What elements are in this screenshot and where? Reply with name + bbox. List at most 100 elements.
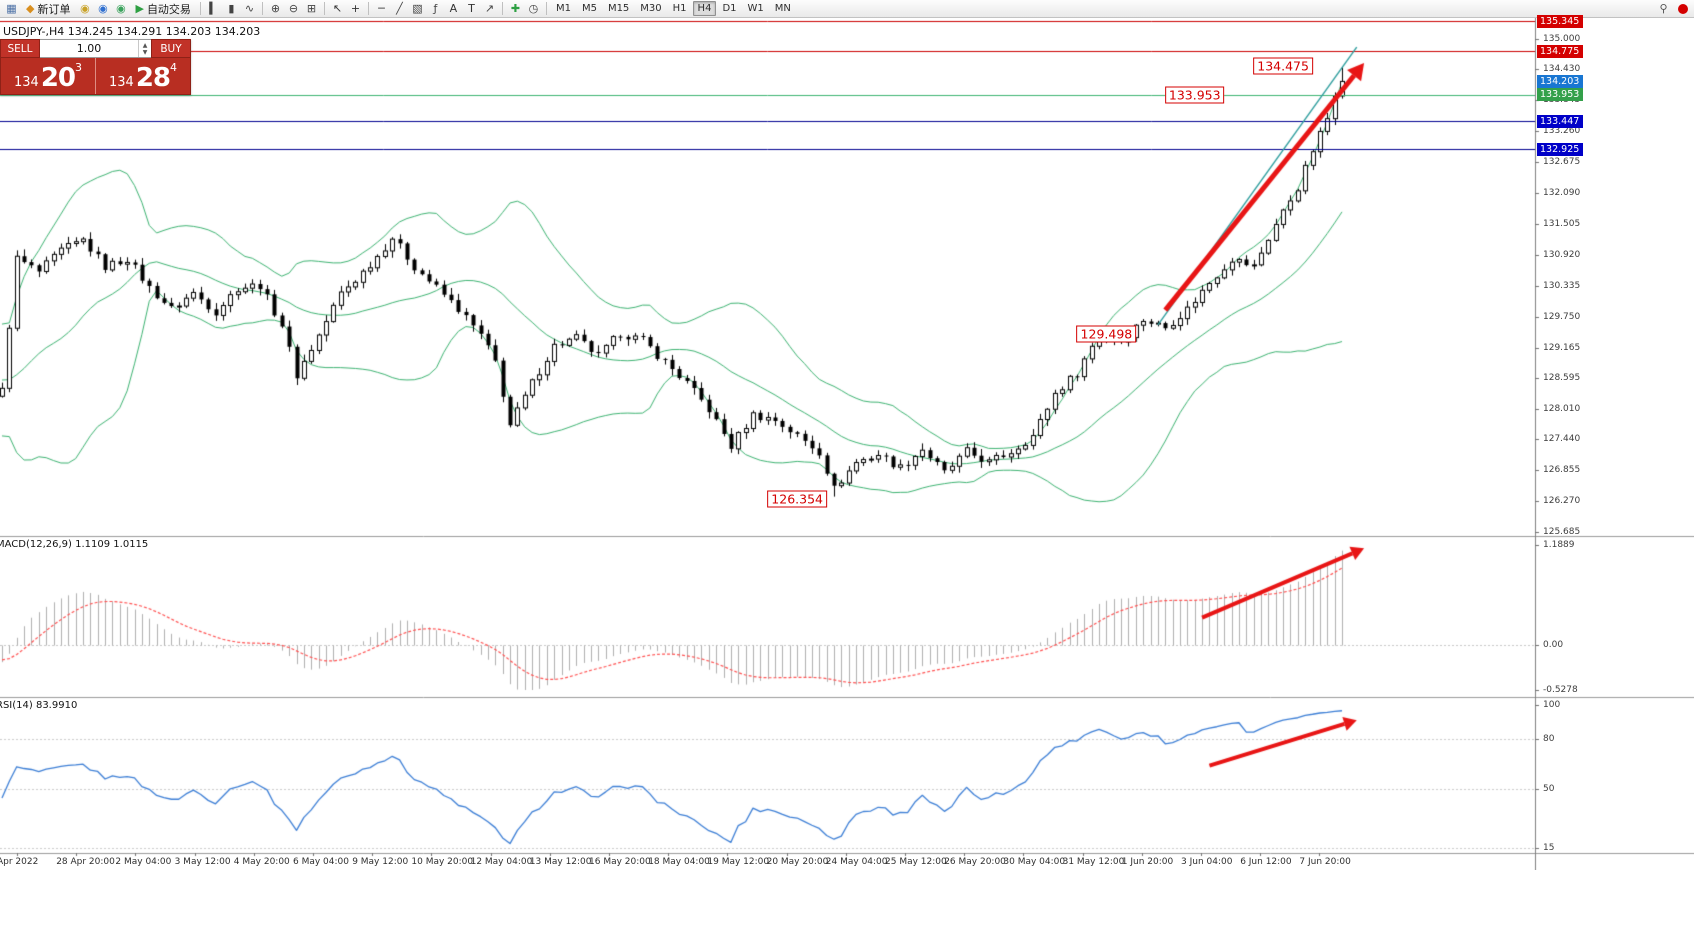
macd-axis-tick: 0.00 (1543, 640, 1564, 651)
price-axis-tick: 132.090 (1543, 188, 1581, 199)
time-axis-label: 28 Apr 20:00 (56, 857, 115, 867)
fibonacci-button[interactable]: ƒ (427, 1, 444, 17)
data-window-button[interactable]: ◉ (94, 1, 111, 17)
time-axis-label: 30 May 04:00 (1003, 857, 1066, 867)
time-axis-label: 4 May 20:00 (233, 857, 290, 867)
price-annotation[interactable]: 129.498 (1076, 325, 1137, 343)
timeframe-m1[interactable]: M1 (555, 3, 571, 14)
time-axis-label: 3 May 12:00 (174, 857, 231, 867)
text-button[interactable]: A (445, 1, 462, 17)
toolbar-separator (323, 2, 325, 15)
market-watch-icon: ◉ (80, 2, 90, 15)
arrow-object-icon: ↗ (484, 2, 495, 15)
timeframe-w1[interactable]: W1 (747, 3, 764, 14)
fibonacci-icon: ƒ (433, 2, 438, 15)
time-axis-label: 6 Jun 12:00 (1240, 857, 1292, 867)
volume-spinner: ▲ ▼ (138, 40, 151, 57)
time-axis-label: 3 Jun 04:00 (1181, 857, 1233, 867)
terminal-button[interactable]: ◉ (112, 1, 129, 17)
timeframe-mn[interactable]: MN (774, 3, 791, 14)
timeframe-m15[interactable]: M15 (607, 3, 630, 14)
equidistant-channel-icon: ▧ (412, 2, 423, 15)
auto-trading-button[interactable]: ▶ 自动交易 (130, 1, 195, 17)
time-axis-label: 6 May 04:00 (293, 857, 349, 867)
timeframe-m30[interactable]: M30 (640, 3, 662, 14)
volume-input[interactable] (40, 40, 138, 57)
price-axis[interactable]: 135.000134.430133.845133.260132.675132.0… (1536, 14, 1694, 870)
price-axis-tick: 128.010 (1543, 404, 1581, 414)
periods-icon: ◷ (528, 2, 539, 15)
buy-button[interactable]: BUY (151, 39, 191, 58)
price-axis-tick: 127.440 (1543, 434, 1581, 445)
market-watch-button[interactable]: ◉ (76, 1, 93, 17)
price-axis-tick: 129.750 (1543, 311, 1581, 322)
price-axis-tick: 133.260 (1543, 126, 1581, 137)
sell-price-sup: 3 (75, 61, 82, 74)
toolbar-separator (199, 2, 201, 15)
indicators-button[interactable]: ✚ (507, 1, 524, 17)
cursor-button[interactable]: ↖ (329, 1, 346, 17)
notification-icon (1677, 3, 1688, 14)
arrow-object-button[interactable]: ↗ (481, 1, 498, 17)
candlestick-chart-button[interactable]: ▮ (223, 1, 240, 17)
macd-axis-tick: -0.5278 (1543, 685, 1578, 695)
one-click-trading-panel: SELL ▲ ▼ BUY 134 20 3 134 28 4 (0, 39, 191, 95)
line-chart-button[interactable]: ∿ (241, 1, 258, 17)
terminal-icon: ◉ (116, 2, 126, 15)
price-axis-tick: 126.855 (1543, 465, 1581, 476)
timeframe-h4[interactable]: H4 (692, 1, 717, 16)
top-toolbar: ▦ ◆ 新订单 ◉ ◉ ◉ ▶ 自动交易 ▍ ▮ ∿ ⊕ ⊖ ⊞ ↖ + ─ ╱ ▧ ƒ A T ↗ ✚ ◷ M1 M5 M15 M30… (0, 0, 1694, 18)
toolbar-separator (367, 2, 369, 15)
trade-panel-divider (95, 58, 96, 94)
time-axis-label: 7 Jun 20:00 (1299, 857, 1351, 867)
new-order-button[interactable]: ◆ 新订单 (21, 1, 75, 17)
text-icon: A (449, 2, 458, 15)
notification-button[interactable] (1674, 1, 1691, 17)
buy-price[interactable]: 134 28 4 (96, 58, 190, 94)
price-level-badge: 133.953 (1537, 88, 1583, 102)
zoom-in-icon: ⊕ (270, 2, 281, 15)
volume-down-icon[interactable]: ▼ (142, 48, 148, 56)
timeframe-m5[interactable]: M5 (581, 3, 597, 14)
time-axis-label: 2 May 04:00 (115, 857, 172, 867)
horizontal-line-button[interactable]: ─ (373, 1, 390, 17)
text-label-button[interactable]: T (463, 1, 480, 17)
timeframe-h1[interactable]: H1 (672, 3, 687, 14)
price-axis-tick: 125.685 (1543, 527, 1581, 537)
chart-canvas[interactable] (0, 18, 1694, 870)
zoom-in-button[interactable]: ⊕ (267, 1, 284, 17)
crosshair-button[interactable]: + (347, 1, 364, 17)
price-axis-tick: 126.270 (1543, 496, 1581, 507)
price-annotation[interactable]: 134.475 (1253, 57, 1313, 75)
timeframe-d1[interactable]: D1 (722, 3, 737, 14)
zoom-out-button[interactable]: ⊖ (285, 1, 302, 17)
trendline-icon: ╱ (396, 2, 403, 15)
trendline-button[interactable]: ╱ (391, 1, 408, 17)
equidistant-channel-button[interactable]: ▧ (409, 1, 426, 17)
periods-button[interactable]: ◷ (525, 1, 542, 17)
time-axis[interactable]: Apr 2022 28 Apr 20:00 2 May 04:00 3 May 12:… (0, 854, 1535, 870)
price-axis-tick: 128.595 (1543, 373, 1581, 384)
price-axis-tick: 129.165 (1543, 342, 1581, 353)
tile-windows-button[interactable]: ⊞ (303, 1, 320, 17)
new-chart-button[interactable]: ▦ (3, 1, 20, 17)
chart-ohlc-info: USDJPY-,H4 134.245 134.291 134.203 134.2… (3, 25, 261, 38)
new-order-label: 新订单 (37, 2, 71, 16)
time-axis-label: 18 May 04:00 (648, 857, 710, 867)
sell-button[interactable]: SELL (0, 39, 40, 58)
sell-price[interactable]: 134 20 3 (1, 58, 95, 94)
volume-up-icon[interactable]: ▲ (142, 41, 148, 49)
rsi-axis-tick: 15 (1543, 842, 1555, 853)
sell-price-prefix: 134 (13, 75, 39, 90)
price-annotation[interactable]: 133.953 (1164, 86, 1225, 104)
search-icon: ⚲ (1659, 2, 1668, 15)
bar-chart-icon: ▍ (209, 2, 218, 15)
search-button[interactable]: ⚲ (1655, 1, 1672, 17)
time-axis-label: 1 Jun 20:00 (1121, 857, 1174, 867)
price-annotation[interactable]: 126.354 (767, 490, 828, 508)
price-axis-tick: 134.430 (1543, 64, 1581, 75)
data-window-icon: ◉ (98, 2, 108, 15)
time-axis-label: 12 May 04:00 (470, 857, 533, 867)
price-level-badge: 134.203 (1537, 74, 1583, 88)
bar-chart-button[interactable]: ▍ (205, 1, 222, 17)
